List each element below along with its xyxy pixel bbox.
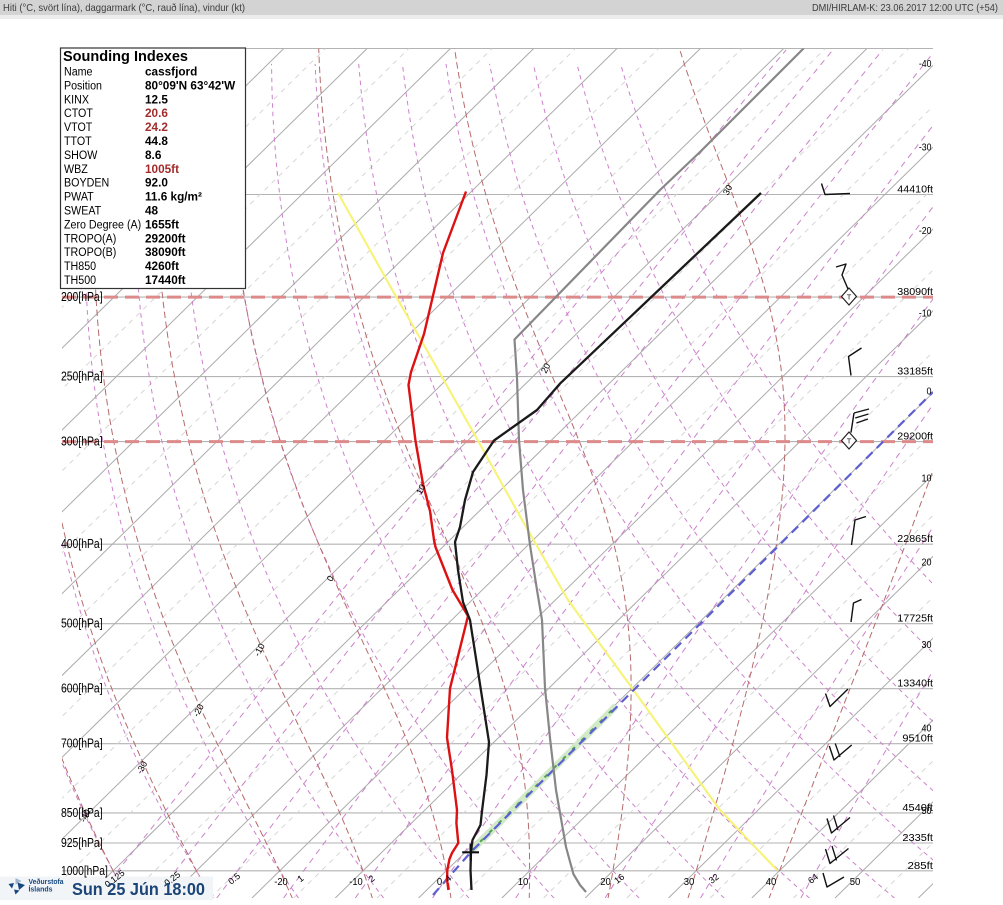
svg-text:13340ft: 13340ft — [897, 679, 933, 690]
svg-text:20: 20 — [539, 361, 553, 375]
svg-text:92.0: 92.0 — [145, 176, 168, 190]
svg-text:64: 64 — [806, 872, 820, 886]
svg-text:SWEAT: SWEAT — [64, 206, 101, 218]
svg-text:4540ft: 4540ft — [902, 803, 933, 814]
svg-text:50: 50 — [850, 877, 861, 888]
svg-text:Sounding Indexes: Sounding Indexes — [63, 48, 188, 65]
svg-text:TTOT: TTOT — [64, 136, 92, 148]
svg-text:10: 10 — [518, 877, 529, 888]
svg-text:Position: Position — [64, 80, 102, 92]
svg-text:10: 10 — [414, 483, 428, 497]
svg-text:1005ft: 1005ft — [145, 162, 179, 176]
svg-text:T: T — [847, 293, 852, 302]
svg-text:500[hPa]: 500[hPa] — [61, 616, 103, 631]
svg-text:22865ft: 22865ft — [897, 534, 933, 545]
svg-text:32: 32 — [707, 872, 721, 886]
svg-text:1655ft: 1655ft — [145, 217, 179, 231]
svg-text:-20: -20 — [919, 226, 932, 237]
svg-text:Sun 25 Jún 18:00: Sun 25 Jún 18:00 — [72, 879, 205, 899]
svg-text:50: 50 — [922, 806, 932, 817]
svg-text:Zero Degree (A): Zero Degree (A) — [64, 219, 141, 231]
svg-text:17440ft: 17440ft — [145, 273, 186, 287]
svg-text:11.6 kg/m²: 11.6 kg/m² — [145, 190, 202, 204]
svg-text:29200ft: 29200ft — [145, 231, 186, 245]
svg-text:PWAT: PWAT — [64, 192, 94, 204]
svg-text:20: 20 — [600, 877, 611, 888]
svg-text:-20: -20 — [274, 877, 288, 888]
svg-text:38090ft: 38090ft — [897, 287, 933, 298]
svg-text:4: 4 — [443, 873, 453, 884]
svg-text:Name: Name — [64, 67, 93, 79]
svg-text:VTOT: VTOT — [64, 122, 92, 134]
svg-text:TH500: TH500 — [64, 275, 96, 287]
svg-text:24.2: 24.2 — [145, 120, 168, 134]
svg-text:30: 30 — [922, 640, 932, 651]
svg-text:300[hPa]: 300[hPa] — [61, 434, 103, 449]
svg-text:44.8: 44.8 — [145, 134, 168, 148]
svg-text:WBZ: WBZ — [64, 164, 88, 176]
svg-text:48: 48 — [145, 204, 158, 218]
svg-text:10: 10 — [922, 474, 932, 485]
svg-text:200[hPa]: 200[hPa] — [61, 289, 103, 304]
svg-text:1: 1 — [295, 873, 305, 884]
svg-text:29200ft: 29200ft — [897, 432, 933, 443]
svg-text:925[hPa]: 925[hPa] — [61, 835, 103, 850]
svg-text:20.6: 20.6 — [145, 106, 168, 120]
svg-text:44410ft: 44410ft — [897, 185, 933, 196]
svg-text:TROPO(A): TROPO(A) — [64, 233, 116, 245]
svg-text:2335ft: 2335ft — [902, 833, 933, 844]
svg-text:700[hPa]: 700[hPa] — [61, 736, 103, 751]
svg-text:12.5: 12.5 — [145, 92, 168, 106]
svg-text:4260ft: 4260ft — [145, 259, 179, 273]
svg-text:850[hPa]: 850[hPa] — [61, 805, 103, 820]
svg-text:DMI/HIRLAM-K: 23.06.2017 12:00: DMI/HIRLAM-K: 23.06.2017 12:00 UTC (+54) — [812, 2, 998, 14]
svg-text:0: 0 — [325, 574, 336, 583]
svg-text:400[hPa]: 400[hPa] — [61, 536, 103, 551]
svg-text:40: 40 — [766, 877, 777, 888]
svg-text:CTOT: CTOT — [64, 108, 93, 120]
svg-text:16: 16 — [612, 872, 626, 886]
svg-text:40: 40 — [922, 724, 932, 735]
svg-text:-40: -40 — [919, 59, 932, 70]
svg-text:-10: -10 — [919, 309, 932, 320]
svg-text:38090ft: 38090ft — [145, 245, 186, 259]
svg-text:285ft: 285ft — [908, 861, 934, 872]
svg-text:TH850: TH850 — [64, 261, 96, 273]
svg-text:2: 2 — [367, 873, 377, 884]
svg-text:250[hPa]: 250[hPa] — [61, 369, 103, 384]
svg-text:TROPO(B): TROPO(B) — [64, 247, 116, 259]
svg-text:1000[hPa]: 1000[hPa] — [61, 863, 108, 878]
svg-text:T: T — [847, 437, 852, 446]
svg-text:9510ft: 9510ft — [902, 734, 933, 745]
svg-text:SHOW: SHOW — [64, 150, 97, 162]
svg-text:0: 0 — [437, 877, 443, 888]
svg-text:BOYDEN: BOYDEN — [64, 178, 109, 190]
svg-text:cassfjord: cassfjord — [145, 65, 197, 79]
svg-text:30: 30 — [721, 183, 735, 197]
svg-text:8.6: 8.6 — [145, 148, 162, 162]
svg-text:17725ft: 17725ft — [897, 614, 933, 625]
svg-text:Hiti (°C, svört lína), daggarm: Hiti (°C, svört lína), daggarmark (°C, r… — [3, 2, 245, 14]
svg-text:-30: -30 — [919, 143, 932, 154]
svg-text:Íslands: Íslands — [29, 885, 53, 894]
svg-text:80°09'N 63°42'W: 80°09'N 63°42'W — [145, 78, 236, 92]
svg-text:30: 30 — [684, 877, 695, 888]
svg-text:0: 0 — [927, 387, 932, 398]
svg-text:33185ft: 33185ft — [897, 367, 933, 378]
svg-text:KINX: KINX — [64, 94, 89, 106]
svg-text:-10: -10 — [349, 877, 363, 888]
svg-text:20: 20 — [922, 558, 932, 569]
svg-text:Veðurstofa: Veðurstofa — [29, 877, 65, 886]
svg-text:600[hPa]: 600[hPa] — [61, 681, 103, 696]
